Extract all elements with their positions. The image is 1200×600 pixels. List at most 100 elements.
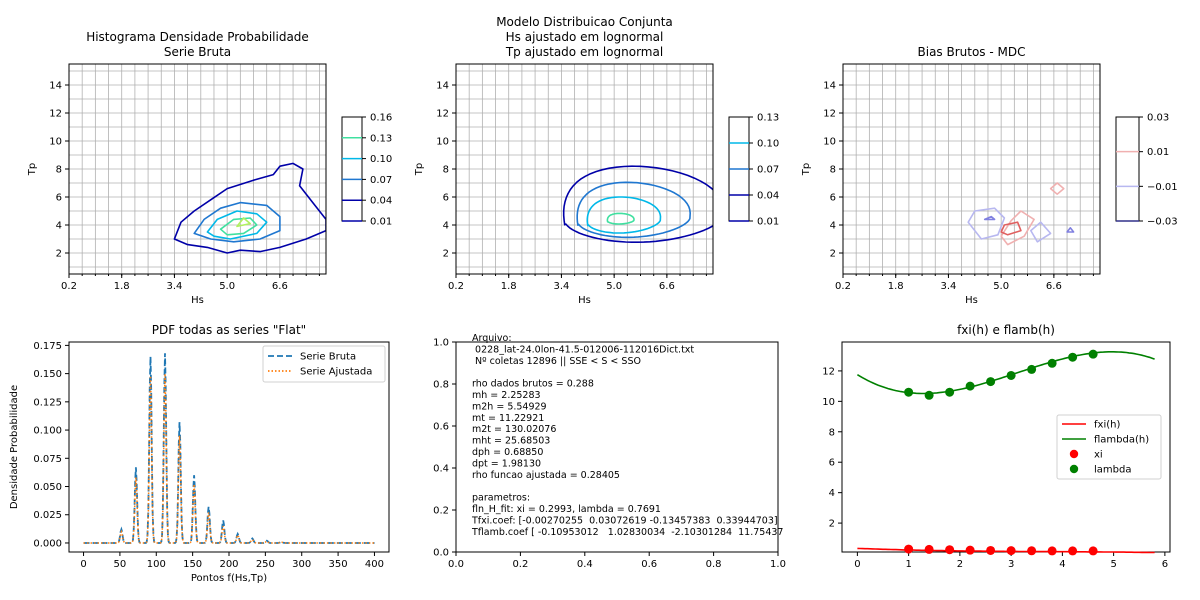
x-tick-label: 250	[256, 559, 275, 570]
x-tick-label: 4	[1059, 559, 1065, 570]
text-line: Nº coletas 12896 || SSE < S < SSO	[472, 356, 641, 367]
p4-ylabel: Densidade Probabilidade	[9, 385, 20, 509]
x-tick-label: 0.4	[577, 559, 593, 570]
x-tick-label: 6.6	[659, 281, 675, 292]
text-line: rho funcao ajustada = 0.28405	[472, 470, 620, 481]
p1-title-line: Histograma Densidade Probabilidade	[86, 30, 309, 44]
x-tick-label: 200	[219, 559, 238, 570]
p4-legend: Serie Bruta Serie Ajustada	[262, 345, 386, 383]
p2-ylabel: Tp	[414, 163, 425, 176]
contour-line	[173, 162, 326, 254]
p2-title-line: Tp ajustado em lognormal	[505, 45, 663, 59]
p3-grid	[842, 64, 1100, 274]
colorbar-frame	[1115, 116, 1140, 222]
y-tick-label: 0.050	[33, 482, 62, 493]
y-tick-label: 10	[436, 137, 449, 148]
colorbar-tick-label: 0.04	[757, 191, 779, 202]
y-tick-label: 0.075	[33, 454, 62, 465]
p2-colorbar: 0.13 0.10 0.07 0.04 0.01	[728, 113, 779, 228]
x-tick-label: 5.0	[606, 281, 622, 292]
p5-ticks: 0.0 0.2 0.4 0.6 0.8 1.0 0.0 0.2 0.4 0.6 0.8 1.0	[433, 338, 786, 571]
x-tick-label: 6	[1162, 559, 1168, 570]
x-tick-label: 350	[329, 559, 348, 570]
y-tick-label: 6	[56, 193, 62, 204]
legend-label: Serie Bruta	[300, 352, 356, 363]
text-line: 0228_lat-24.0lon-41.5-012006-112016Dict.…	[472, 344, 694, 355]
y-tick-label: 2	[443, 249, 449, 260]
colorbar-tick-label: 0.04	[370, 196, 392, 207]
y-tick-label: 0.150	[33, 369, 62, 380]
y-tick-label: 12	[436, 109, 449, 120]
p4-ticks: 0 50 100 150 200 250 300 350 400 0.000 0.025 0.050 0…	[33, 341, 384, 570]
text-line: mh = 2.25283	[472, 390, 541, 401]
p6-title-line: fxi(h) e flamb(h)	[957, 323, 1055, 337]
contour-line	[1030, 221, 1052, 243]
legend-label: Serie Ajustada	[300, 367, 372, 378]
colorbar-tick-label: 0.10	[757, 139, 779, 150]
legend-label: flambda(h)	[1094, 435, 1149, 446]
contour-line	[1000, 210, 1035, 246]
scatter-point	[986, 377, 996, 387]
x-tick-label: 6.6	[272, 281, 288, 292]
text-line: Tflamb.coef [ -0.10953012 1.02830034 -2.…	[471, 527, 783, 538]
scatter-point	[904, 387, 914, 397]
p2-title-line: Hs ajustado em lognormal	[506, 30, 664, 44]
y-tick-label: 0.0	[433, 548, 449, 559]
p4-title-line: PDF todas as series "Flat"	[152, 323, 306, 337]
contour-line	[586, 196, 662, 234]
x-tick-label: 3.4	[166, 281, 182, 292]
p1-ticks: 0.2 1.8 3.4 5.0 6.6 2 4 6 8 10 12 14	[49, 81, 320, 292]
scatter-point	[945, 545, 955, 555]
contour-line	[193, 201, 281, 243]
x-tick-label: 0.0	[448, 559, 464, 570]
legend-box	[262, 345, 386, 383]
p5-text-block: Arquivo: 0228_lat-24.0lon-41.5-012006-11…	[471, 333, 783, 538]
y-tick-label: 0.125	[33, 397, 62, 408]
scatter-point	[1068, 546, 1078, 556]
colorbar-tick-label: −0.03	[1147, 217, 1178, 228]
x-tick-label: 0.2	[512, 559, 528, 570]
y-tick-label: 14	[823, 81, 836, 92]
x-tick-label: 1.0	[770, 559, 786, 570]
legend-label: lambda	[1094, 465, 1131, 476]
p1-colorbar: 0.16 0.13 0.10 0.07 0.04 0.01	[341, 113, 392, 228]
scatter-point	[1088, 349, 1098, 359]
y-tick-label: 8	[56, 165, 62, 176]
x-tick-label: 3.4	[553, 281, 569, 292]
contour-line	[562, 165, 713, 243]
legend-swatch	[1069, 464, 1079, 474]
colorbar-tick-label: 0.03	[1147, 113, 1169, 124]
y-tick-label: 0.000	[33, 538, 62, 549]
x-tick-label: 5.0	[219, 281, 235, 292]
contour-line	[1000, 221, 1022, 236]
colorbar-tick-label: 0.13	[757, 113, 779, 124]
series-line	[856, 351, 1155, 395]
y-tick-label: 0.025	[33, 510, 62, 521]
p1-xlabel: Hs	[191, 295, 204, 306]
scatter-point	[986, 545, 996, 555]
colorbar-tick-label: 0.01	[370, 217, 392, 228]
y-tick-label: 6	[443, 193, 449, 204]
colorbar-frame	[341, 116, 363, 222]
x-tick-label: 5.0	[993, 281, 1009, 292]
contour-line	[236, 217, 251, 228]
text-line: Arquivo:	[472, 333, 512, 344]
x-tick-label: 6.6	[1046, 281, 1062, 292]
x-tick-label: 0.2	[61, 281, 77, 292]
text-line: Tfxi.coef: [-0.00270255 0.03072619 -0.13…	[471, 515, 778, 526]
legend-box	[1056, 414, 1162, 480]
contour-line	[206, 210, 268, 240]
x-tick-label: 400	[365, 559, 384, 570]
scatter-point	[904, 544, 914, 554]
scatter-point	[965, 545, 975, 555]
y-tick-label: 14	[436, 81, 449, 92]
scatter-point	[1068, 352, 1078, 362]
y-tick-label: 14	[49, 81, 62, 92]
colorbar-tick-label: 0.10	[370, 154, 392, 165]
x-tick-label: 0	[854, 559, 860, 570]
p1-ylabel: Tp	[27, 163, 38, 176]
y-tick-label: 10	[49, 137, 62, 148]
x-tick-label: 150	[183, 559, 202, 570]
